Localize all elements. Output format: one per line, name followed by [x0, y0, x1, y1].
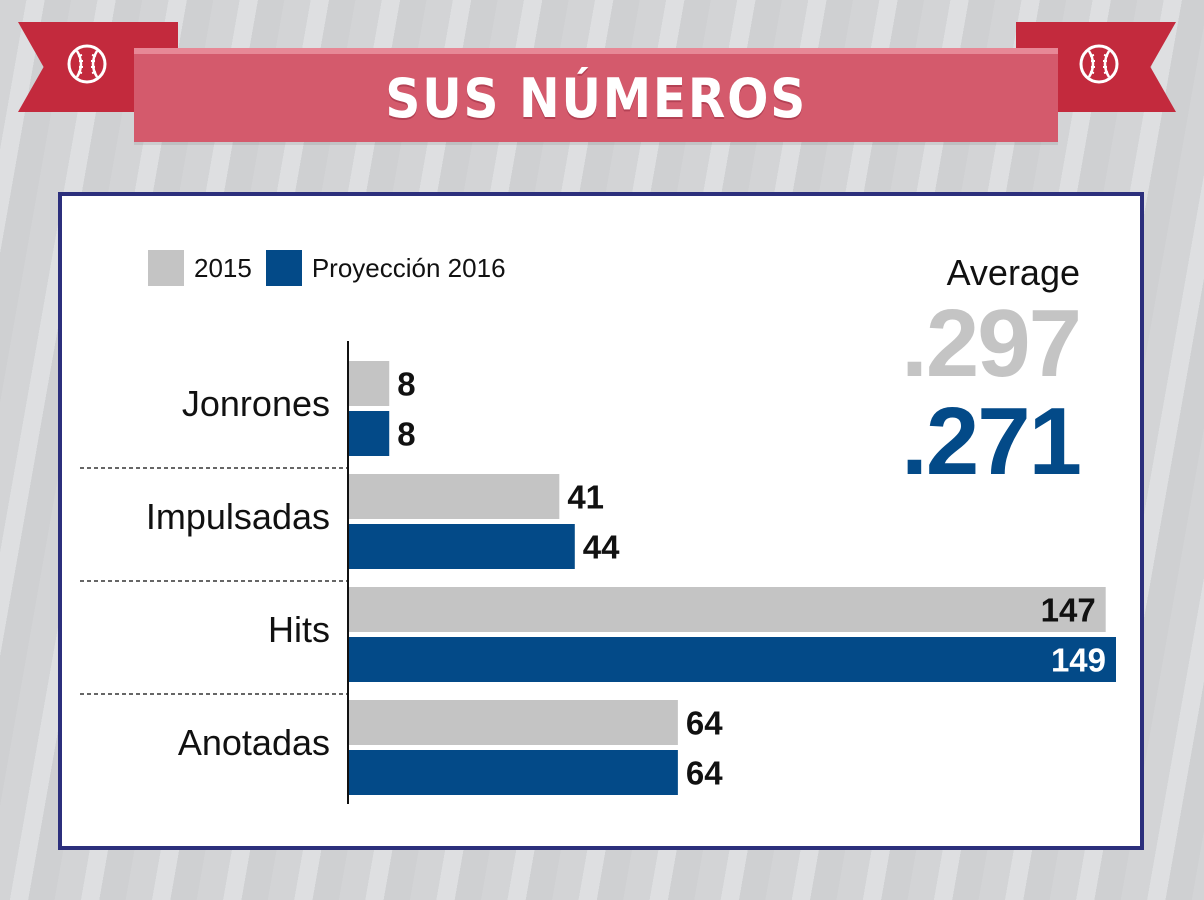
bar-value-label: 64	[686, 705, 723, 742]
bar-2015	[348, 700, 678, 745]
baseball-icon	[67, 44, 107, 84]
bar-2015	[348, 587, 1106, 632]
average-value-2015: .297	[901, 290, 1082, 397]
bar-value-label: 8	[397, 366, 415, 403]
category-label: Jonrones	[182, 383, 330, 424]
category-label: Impulsadas	[146, 496, 330, 537]
average-value-2016: .271	[901, 388, 1082, 495]
average-label: Average	[946, 252, 1080, 293]
bar-2015	[348, 474, 560, 519]
bar-2016	[348, 750, 678, 795]
title-banner: SUS NÚMEROS	[134, 48, 1058, 142]
bar-value-label: 41	[567, 479, 604, 516]
bar-value-label: 64	[686, 755, 723, 792]
category-label: Anotadas	[178, 722, 330, 763]
chart-legend: 2015 Proyección 2016	[148, 250, 520, 286]
bar-value-label: 44	[583, 529, 620, 566]
category-label: Hits	[268, 609, 330, 650]
bar-2016	[348, 637, 1116, 682]
baseball-icon	[1079, 44, 1119, 84]
bar-value-label: 8	[397, 416, 415, 453]
bar-value-label: 147	[1041, 592, 1096, 629]
page-title: SUS NÚMEROS	[385, 66, 807, 130]
bar-2016	[348, 411, 390, 456]
legend-label-2016: Proyección 2016	[311, 252, 506, 283]
bar-value-label: 149	[1051, 642, 1106, 679]
bar-2016	[348, 524, 575, 569]
legend-swatch-2016	[265, 250, 302, 286]
bar-chart: Jonrones 8 8 Impulsadas 41 44 Hits 147 149 Anotad…	[80, 341, 1116, 804]
legend-label-2015: 2015	[194, 252, 252, 283]
stats-panel: 2015 Proyección 2016 Average .297 .271 J…	[58, 192, 1144, 850]
legend-swatch-2015	[148, 250, 184, 286]
bar-2015	[348, 361, 390, 406]
